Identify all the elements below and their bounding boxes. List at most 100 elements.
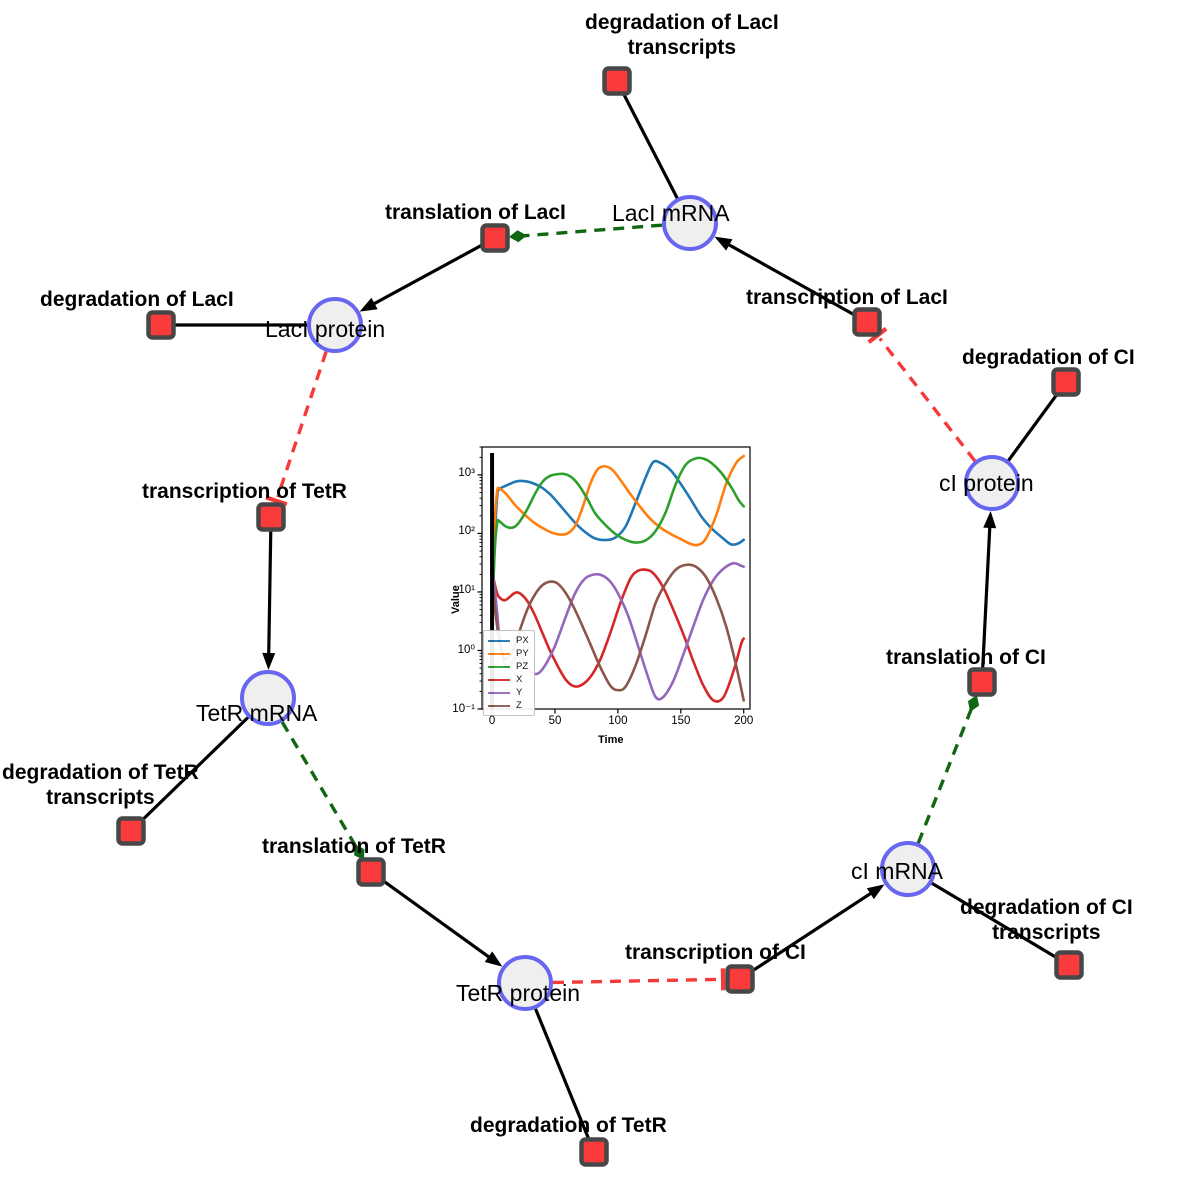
y-tick-label: 10³: [458, 466, 475, 479]
legend-swatch-PX: [488, 639, 510, 642]
species-node-tetr_mrna[interactable]: [240, 670, 296, 726]
legend-label-X: X: [516, 674, 523, 685]
reaction-label-transcr_tetr: transcription of TetR: [142, 480, 347, 503]
plot-series-X: [490, 568, 746, 703]
arrowhead-triangle: [359, 297, 378, 312]
arrowhead-triangle: [714, 236, 733, 251]
legend-item-Y: Y: [488, 686, 529, 699]
arrowhead-triangle: [983, 510, 997, 529]
legend-label-PX: PX: [516, 635, 529, 646]
reaction-node-transcr_ci[interactable]: [725, 964, 755, 994]
edge-modifier: [280, 721, 361, 854]
reaction-label-deg_tetr: degradation of TetR: [470, 1114, 667, 1137]
edge-modifier: [517, 223, 663, 238]
y-tick-label: 10¹: [458, 583, 475, 596]
edge-product: [750, 888, 878, 973]
reaction-node-transl_laci[interactable]: [480, 223, 510, 253]
reaction-label-transl_laci: translation of LacI: [385, 201, 566, 224]
species-node-laci_mrna[interactable]: [662, 195, 718, 251]
reaction-node-deg_laci_transcripts[interactable]: [602, 66, 632, 96]
species-label-ci_mrna: cI mRNA: [851, 858, 943, 884]
species-label-tetr_protein: TetR protein: [456, 980, 581, 1006]
reaction-node-transl_ci[interactable]: [967, 667, 997, 697]
legend-item-PX: PX: [488, 634, 529, 647]
reaction-label-deg_tetr_transcripts: degradation of TetR transcripts: [2, 761, 199, 809]
edge-product: [381, 878, 496, 963]
x-tick-label: 50: [548, 715, 562, 727]
arrowhead-diamond: [967, 695, 980, 712]
reaction-label-deg_laci_transcripts: degradation of LacI transcripts: [585, 11, 779, 59]
x-tick-label: 100: [608, 715, 628, 727]
reaction-node-deg_tetr_transcripts[interactable]: [116, 816, 146, 846]
species-label-laci_mrna: LacI mRNA: [612, 200, 730, 226]
edge-product: [981, 520, 992, 669]
reaction-label-transcr_ci: transcription of CI: [625, 941, 806, 964]
edge-inhibition: [878, 337, 977, 462]
plot-legend: PX PY PZ X Y Z: [483, 630, 535, 716]
reaction-label-transl_ci: translation of CI: [886, 646, 1046, 669]
arrowhead-diamond: [354, 844, 365, 860]
species-label-tetr_mrna: TetR mRNA: [196, 700, 318, 726]
edge-inhibition: [552, 977, 720, 985]
reaction-node-transcr_tetr[interactable]: [256, 502, 286, 532]
x-tick-label: 0: [488, 715, 496, 727]
legend-item-X: X: [488, 673, 529, 686]
legend-swatch-X: [488, 678, 510, 681]
arrowhead-triangle: [262, 652, 276, 671]
edge-consume: [534, 1008, 591, 1140]
legend-swatch-Y: [488, 691, 510, 694]
reaction-label-transcr_laci: transcription of LacI: [746, 286, 948, 309]
reaction-node-transcr_laci[interactable]: [852, 307, 882, 337]
legend-item-PZ: PZ: [488, 660, 529, 673]
y-tick-label: 10²: [458, 525, 475, 538]
species-label-laci_protein: LacI protein: [265, 316, 386, 342]
reaction-node-deg_tetr[interactable]: [579, 1137, 609, 1167]
reaction-label-deg_ci_transcripts: degradation of CI transcripts: [960, 896, 1133, 944]
species-node-laci_protein[interactable]: [307, 297, 363, 353]
legend-swatch-Z: [488, 704, 510, 707]
edge-modifier: [916, 702, 976, 844]
reaction-node-deg_ci[interactable]: [1051, 367, 1081, 397]
species-node-ci_mrna[interactable]: [880, 841, 936, 897]
legend-label-Z: Z: [516, 700, 522, 711]
y-tick-label: 10⁰: [457, 644, 475, 657]
species-label-ci_protein: cI protein: [939, 470, 1034, 496]
plot-x-axis-label: Time: [598, 734, 624, 746]
legend-label-PZ: PZ: [516, 661, 529, 672]
edge-consume: [139, 716, 250, 823]
legend-swatch-PY: [488, 652, 510, 655]
y-tick-label: 10⁻¹: [452, 703, 475, 715]
legend-item-PY: PY: [488, 647, 529, 660]
edge-consume: [1007, 392, 1060, 462]
x-tick-label: 200: [734, 715, 754, 727]
edge-inhibition: [276, 351, 328, 498]
reaction-node-deg_ci_transcripts[interactable]: [1054, 950, 1084, 980]
plot-series-PY: [490, 454, 746, 624]
legend-swatch-PZ: [488, 665, 510, 668]
edge-product: [267, 530, 273, 661]
reaction-label-deg_laci: degradation of LacI: [40, 288, 234, 311]
plot-series-PX: [490, 459, 746, 624]
plot-series-PZ: [490, 456, 746, 624]
arrowhead-tee: [265, 495, 288, 507]
edge-product: [367, 243, 484, 309]
reaction-label-deg_ci: degradation of CI: [962, 346, 1135, 369]
timecourse-plot: Value Time PX PY PZ X Y Z 0 50 100 150 200 10⁻¹ 10⁰…: [438, 437, 770, 755]
edge-consume: [621, 92, 679, 199]
reaction-node-transl_tetr[interactable]: [356, 857, 386, 887]
legend-label-PY: PY: [516, 648, 529, 659]
reaction-node-deg_laci[interactable]: [146, 310, 176, 340]
reaction-label-transl_tetr: translation of TetR: [262, 835, 446, 858]
species-node-tetr_protein[interactable]: [497, 955, 553, 1011]
edge-product: [722, 240, 856, 317]
edge-consume: [931, 881, 1058, 960]
legend-label-Y: Y: [516, 687, 523, 698]
x-tick-label: 150: [671, 715, 691, 727]
arrowhead-triangle: [484, 951, 503, 967]
legend-item-Z: Z: [488, 699, 529, 712]
species-node-ci_protein[interactable]: [964, 455, 1020, 511]
arrowhead-diamond: [508, 230, 527, 243]
arrowhead-triangle: [866, 884, 885, 900]
